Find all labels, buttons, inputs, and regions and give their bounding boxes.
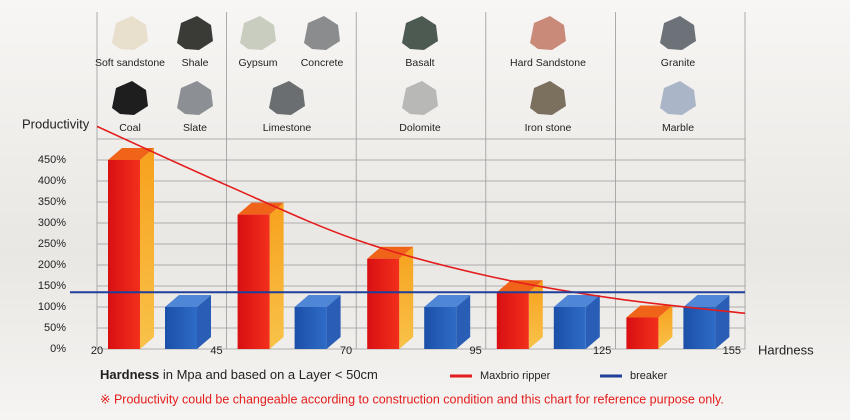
bar-side — [585, 295, 600, 349]
note-text: in Mpa and based on a Layer < 50cm — [163, 367, 378, 382]
rock-label: Limestone — [263, 122, 312, 134]
bar-top — [683, 295, 730, 307]
rock-image — [660, 16, 696, 50]
bar-top — [367, 246, 414, 259]
y-tick-label: 250% — [38, 238, 66, 250]
y-axis-label: Productivity — [22, 116, 90, 131]
x-tick-label: 70 — [340, 345, 352, 357]
bar — [367, 246, 414, 349]
bar-top — [626, 305, 673, 318]
y-tick-label: 350% — [38, 196, 66, 208]
rock-image — [530, 81, 566, 115]
x-tick-label: 95 — [470, 345, 482, 357]
rock-label: Shale — [182, 57, 209, 69]
bar-front — [553, 307, 586, 349]
bar-side — [528, 280, 543, 349]
rock-label: Dolomite — [399, 122, 441, 134]
bar-side — [715, 295, 730, 349]
rock-label: Iron stone — [525, 122, 572, 134]
bar-side — [658, 305, 673, 349]
y-tick-label: 200% — [38, 259, 66, 271]
x-tick-label: 155 — [723, 345, 741, 357]
y-tick-label: 450% — [38, 154, 66, 166]
y-tick-label: 100% — [38, 301, 66, 313]
bar — [424, 295, 471, 349]
bar-side — [456, 295, 471, 349]
disclaimer: ※ Productivity could be changeable accor… — [100, 392, 724, 406]
rock-label: Granite — [661, 57, 696, 69]
x-tick-label: 20 — [91, 345, 103, 357]
rock-image — [530, 16, 566, 50]
rock-label: Coal — [119, 122, 141, 134]
y-tick-label: 0% — [50, 343, 66, 355]
rock-label: Soft sandstone — [95, 57, 165, 69]
y-tick-label: 50% — [44, 322, 66, 334]
rock-image — [112, 81, 148, 115]
bar-front — [108, 160, 140, 349]
bar-side — [140, 148, 154, 349]
bar-front — [367, 258, 400, 349]
bar-side — [197, 295, 211, 349]
bar — [237, 202, 284, 349]
bar — [294, 295, 341, 349]
x-tick-label: 125 — [593, 345, 611, 357]
trend-line — [96, 125, 746, 315]
bar-top — [108, 148, 154, 160]
bar-top — [165, 295, 211, 307]
bar-front — [683, 307, 716, 349]
rock-label: Hard Sandstone — [510, 57, 586, 69]
rock-image — [402, 81, 438, 115]
bar — [553, 295, 600, 349]
rock-image — [177, 81, 213, 115]
rock-image — [240, 16, 276, 50]
bar-top — [496, 280, 543, 293]
rock-label: Concrete — [301, 57, 344, 69]
bar-top — [424, 295, 471, 307]
rock-label: Slate — [183, 122, 207, 134]
rock-label: Gypsum — [238, 57, 277, 69]
x-tick-label: 45 — [210, 345, 222, 357]
rock-label: Marble — [662, 122, 694, 134]
bar — [626, 305, 673, 349]
x-axis-label: Hardness — [758, 342, 814, 357]
legend-label: breaker — [630, 370, 668, 382]
bar-side — [269, 202, 284, 349]
bar-front — [496, 292, 529, 349]
bar-front — [294, 307, 327, 349]
rock-label: Basalt — [405, 57, 434, 69]
bar-top — [294, 295, 341, 307]
rock-image — [660, 81, 696, 115]
rock-image — [112, 16, 148, 50]
bar-side — [399, 246, 414, 349]
y-tick-label: 150% — [38, 280, 66, 292]
note: Hardness in Mpa and based on a Layer < 5… — [100, 367, 378, 382]
legend-label: Maxbrio ripper — [480, 370, 551, 382]
y-tick-label: 300% — [38, 217, 66, 229]
bar-top — [553, 295, 600, 307]
bar — [683, 295, 730, 349]
y-tick-label: 400% — [38, 175, 66, 187]
bar-front — [424, 307, 457, 349]
rock-image — [177, 16, 213, 50]
note-bold: Hardness — [100, 367, 159, 382]
bar — [165, 295, 211, 349]
bar — [108, 148, 154, 349]
bar — [496, 280, 543, 349]
rock-image — [304, 16, 340, 50]
rock-image — [269, 81, 305, 115]
bar-side — [326, 295, 341, 349]
bar-front — [626, 317, 659, 349]
bar-front — [165, 307, 197, 349]
bar-front — [237, 214, 270, 349]
rock-image — [402, 16, 438, 50]
